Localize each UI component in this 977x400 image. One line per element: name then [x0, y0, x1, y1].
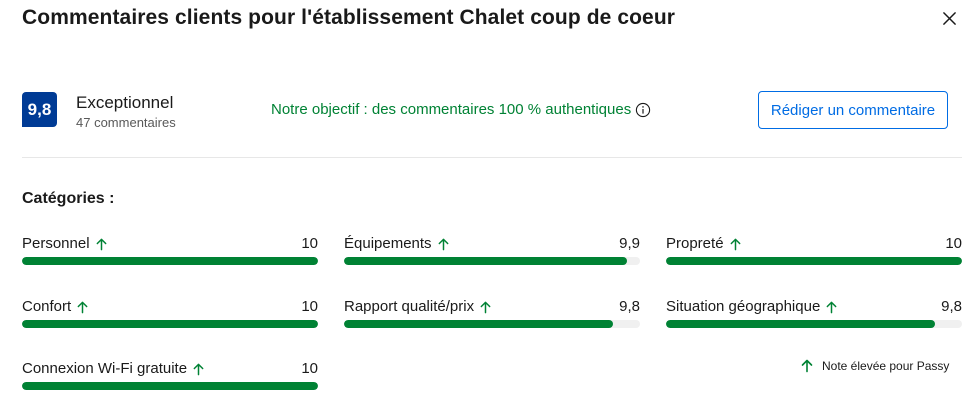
category-label: Situation géographique — [666, 298, 821, 315]
objective-text: Notre objectif : des commentaires 100 % … — [271, 101, 632, 118]
category-label: Personnel — [22, 235, 90, 252]
category-label: Rapport qualité/prix — [344, 298, 475, 315]
category-label: Équipements — [344, 235, 432, 252]
score-bar — [22, 257, 318, 265]
category-score: 10 — [301, 235, 318, 252]
category-rapport-qualite-prix: Rapport qualité/prix 9,8 — [344, 298, 640, 332]
category-confort: Confort 10 — [22, 298, 318, 332]
category-personnel: Personnel 10 — [22, 235, 318, 269]
review-summary: 9,8 Exceptionnel 47 commentaires Notre o… — [22, 91, 962, 132]
category-score: 9,8 — [619, 298, 640, 315]
category-score: 9,9 — [619, 235, 640, 252]
arrow-up-icon — [76, 300, 89, 314]
footnote-text: Note élevée pour Passy — [822, 358, 950, 373]
score-bar-fill — [22, 257, 318, 265]
high-score-footnote: Note élevée pour Passy — [800, 358, 949, 373]
score-bar-fill — [344, 257, 627, 265]
arrow-up-icon — [479, 300, 492, 314]
category-label: Confort — [22, 298, 72, 315]
category-score: 10 — [301, 360, 318, 377]
category-connexion-wifi: Connexion Wi-Fi gratuite 10 — [22, 360, 318, 394]
category-score: 10 — [301, 298, 318, 315]
close-button[interactable] — [936, 5, 962, 31]
rating-word: Exceptionnel — [76, 93, 174, 112]
category-equipements: Équipements 9,9 — [344, 235, 640, 269]
score-bar — [22, 320, 318, 328]
category-score: 9,8 — [941, 298, 962, 315]
info-icon[interactable] — [635, 102, 651, 118]
authenticity-objective: Notre objectif : des commentaires 100 % … — [271, 101, 651, 118]
category-label: Connexion Wi-Fi gratuite — [22, 360, 188, 377]
category-proprete: Propreté 10 — [666, 235, 962, 269]
score-bar — [666, 320, 962, 328]
score-bar-fill — [344, 320, 614, 328]
arrow-up-icon — [825, 300, 838, 314]
score-bar — [22, 382, 318, 390]
score-bar — [344, 320, 640, 328]
score-bar-fill — [666, 320, 936, 328]
category-situation-geographique: Situation géographique 9,8 — [666, 298, 962, 332]
arrow-up-icon — [800, 358, 814, 373]
score-badge: 9,8 — [22, 92, 57, 127]
arrow-up-icon — [729, 237, 742, 251]
category-score: 10 — [945, 235, 962, 252]
divider — [22, 157, 962, 158]
write-review-button[interactable]: Rédiger un commentaire — [758, 91, 948, 129]
arrow-up-icon — [437, 237, 450, 251]
review-count: 47 commentaires — [76, 115, 176, 130]
score-bar-fill — [22, 320, 318, 328]
category-label: Propreté — [666, 235, 724, 252]
close-icon — [942, 11, 956, 25]
score-bar — [666, 257, 962, 265]
page-title: Commentaires clients pour l'établissemen… — [22, 6, 676, 29]
arrow-up-icon — [95, 237, 108, 251]
arrow-up-icon — [192, 362, 205, 376]
score-bar-fill — [22, 382, 318, 390]
score-bar — [344, 257, 640, 265]
categories-heading: Catégories : — [22, 190, 115, 207]
score-bar-fill — [666, 257, 962, 265]
